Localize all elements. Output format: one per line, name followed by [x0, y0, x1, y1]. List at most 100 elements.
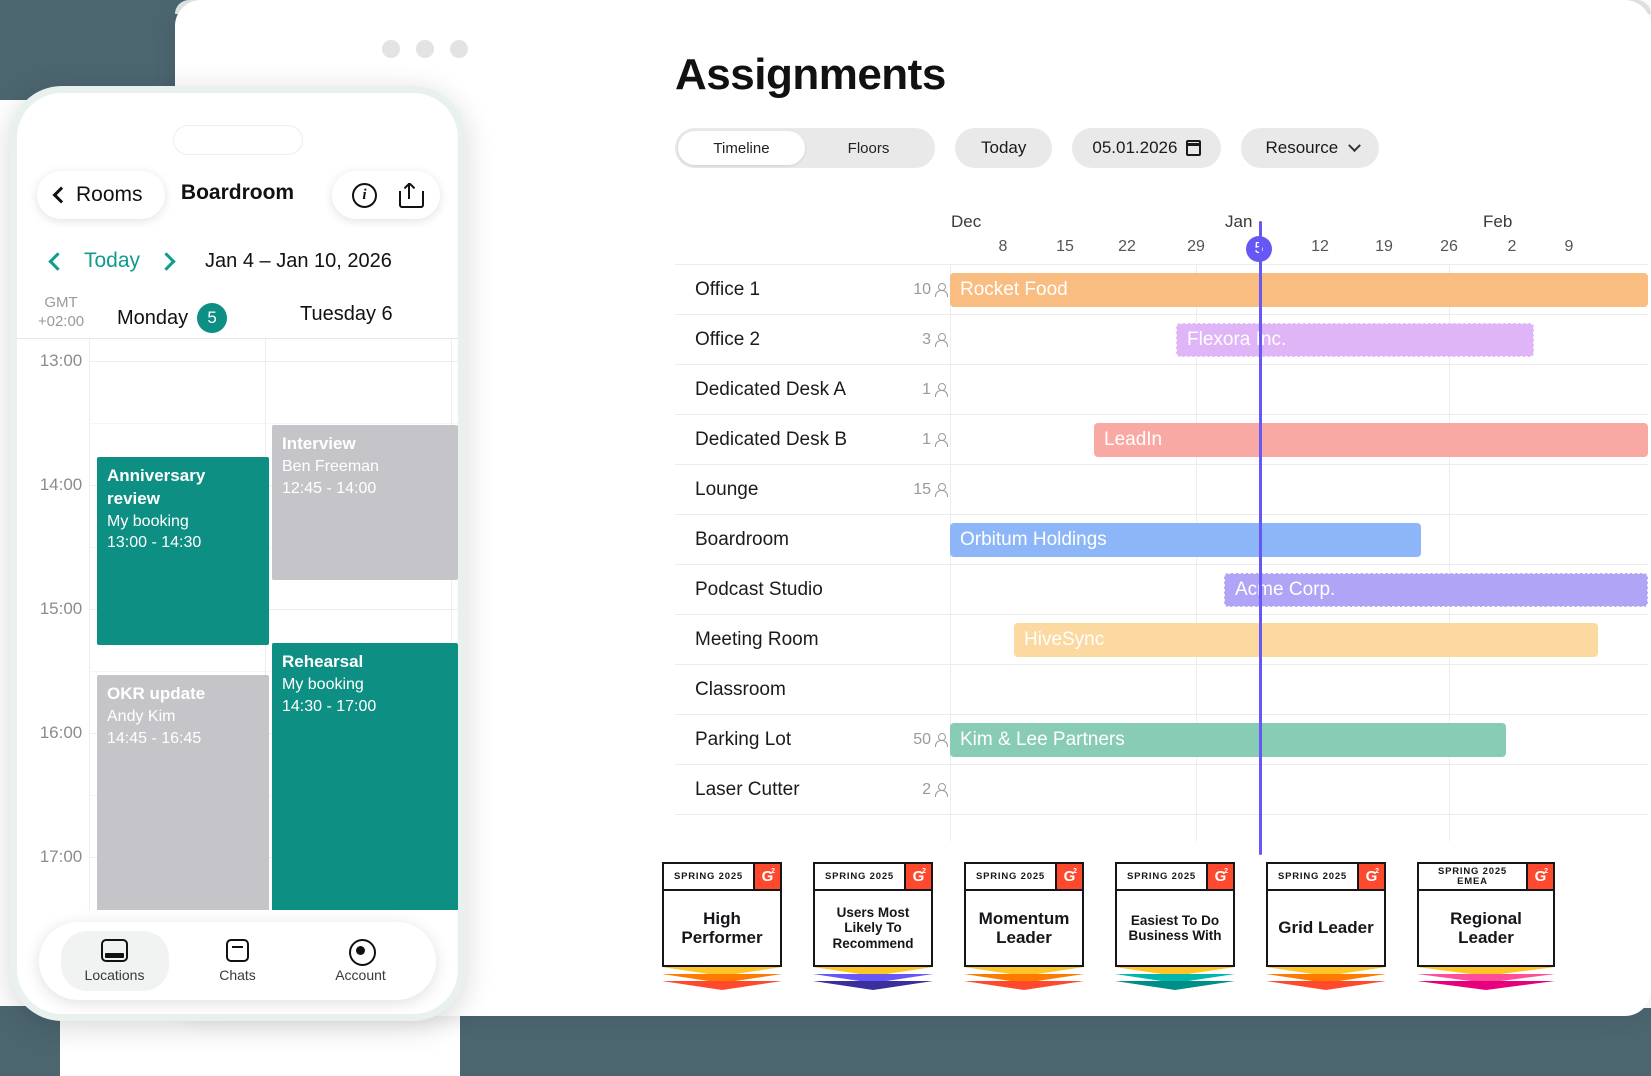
calendar-hour-label: 13:00: [39, 351, 83, 370]
calendar-event[interactable]: Interview Ben Freeman 12:45 - 14:00: [272, 425, 458, 580]
backdrop-panel-top-left: [0, 0, 196, 100]
calendar-event[interactable]: Anniversary review My booking 13:00 - 14:3…: [97, 457, 269, 645]
resource-name: Classroom: [695, 678, 786, 700]
view-mode-segmented-control[interactable]: Timeline Floors: [675, 128, 935, 168]
timeline-row[interactable]: Laser Cutter 2: [675, 765, 1648, 815]
today-button[interactable]: Today: [955, 128, 1053, 168]
g2-logo-letter: G: [761, 868, 774, 885]
today-link[interactable]: Today: [84, 249, 141, 272]
calendar-hour-label: 17:00: [39, 847, 83, 866]
window-minimize-dot[interactable]: [416, 40, 434, 58]
event-subject: Andy Kim: [107, 707, 176, 725]
event-title: Rehearsal: [282, 652, 364, 671]
person-icon: [934, 432, 948, 447]
g2-badge-header: SPRING 2025 EMEA G 2: [1419, 864, 1553, 891]
tab-floors[interactable]: Floors: [847, 139, 890, 157]
timeline-header: DecJanFeb8152229512192629: [675, 212, 1648, 264]
timeline-booking-bar[interactable]: Kim & Lee Partners: [950, 723, 1506, 757]
calendar-hour-line: [89, 609, 458, 610]
tab-timeline[interactable]: Timeline: [678, 131, 805, 165]
timeline-booking-bar[interactable]: HiveSync: [1014, 623, 1598, 657]
g2-badge: SPRING 2025 EMEA G 2 Regional Leader: [1417, 862, 1555, 993]
timeline-month-label: Feb: [1483, 212, 1513, 231]
g2-badge: SPRING 2025 G 2 Grid Leader: [1266, 862, 1386, 993]
tab-account[interactable]: Account: [307, 931, 415, 991]
g2-badge-ribbon: [1115, 967, 1235, 993]
g2-badge: SPRING 2025 G 2 Easiest To Do Business With: [1115, 862, 1235, 993]
timezone-label: GMT +02:00: [37, 294, 85, 330]
g2-badge-ribbon: [1417, 967, 1555, 993]
timeline-booking-bar[interactable]: Acme Corp.: [1224, 573, 1648, 607]
timeline-row[interactable]: Dedicated Desk A 1: [675, 365, 1648, 415]
g2-badge-header: SPRING 2025 G 2: [664, 864, 780, 891]
group-by-dropdown[interactable]: Resource: [1241, 128, 1380, 168]
timeline-row[interactable]: Parking Lot 50 Kim & Lee Partners: [675, 715, 1648, 765]
timeline-booking-bar[interactable]: Orbitum Holdings: [950, 523, 1421, 557]
timeline-booking-bar[interactable]: LeadIn: [1094, 423, 1648, 457]
timeline-day-label: 29: [1187, 238, 1205, 255]
phone-calendar: GMT +02:00 Monday 5 Tuesday 6 13:00 14:00…: [17, 291, 458, 910]
calendar-event[interactable]: OKR update Andy Kim 14:45 - 16:45: [97, 675, 269, 910]
timeline-row[interactable]: Office 2 3 Flexora Inc.: [675, 315, 1648, 365]
timeline-day-label: 15: [1056, 238, 1074, 255]
g2-badge-box: SPRING 2025 EMEA G 2 Regional Leader: [1417, 862, 1555, 967]
back-to-rooms-button[interactable]: Rooms: [37, 171, 165, 219]
g2-badge-header: SPRING 2025 G 2: [1268, 864, 1384, 891]
page-title: Assignments: [675, 50, 946, 99]
g2-badge: SPRING 2025 G 2 Users Most Likely To Recomm…: [813, 862, 933, 993]
next-week-icon[interactable]: [157, 251, 176, 271]
calendar-event[interactable]: Rehearsal My booking 14:30 - 17:00: [272, 643, 458, 910]
calendar-day-header: GMT +02:00 Monday 5 Tuesday 6: [17, 291, 458, 339]
window-close-dot[interactable]: [382, 40, 400, 58]
g2-logo-letter: G: [1365, 868, 1378, 885]
tab-chats[interactable]: Chats: [184, 931, 292, 991]
calendar-icon: [1186, 140, 1202, 156]
resource-capacity: 3: [875, 331, 948, 349]
group-by-label: Resource: [1265, 138, 1339, 157]
resource-name: Dedicated Desk A: [695, 378, 847, 400]
calendar-hour-label: 14:00: [39, 475, 83, 494]
day-column-header-monday[interactable]: Monday 5: [117, 303, 228, 333]
timeline-booking-bar[interactable]: Flexora Inc.: [1176, 323, 1534, 357]
timeline-booking-bar[interactable]: Rocket Food: [950, 273, 1648, 307]
day-column-header-tuesday[interactable]: Tuesday 6: [300, 303, 393, 325]
toolbar: Timeline Floors Today 05.01.2026 Resourc…: [675, 128, 1380, 168]
phone-mockup: Rooms Boardroom i Today Jan 4 – Jan 10, …: [10, 86, 465, 1021]
resource-name: Laser Cutter: [695, 778, 800, 800]
timeline-row[interactable]: Meeting Room HiveSync: [675, 615, 1648, 665]
info-icon[interactable]: i: [352, 182, 377, 208]
tab-locations[interactable]: Locations: [60, 931, 169, 991]
phone-date-navigation: Today Jan 4 – Jan 10, 2026: [17, 241, 458, 281]
prev-week-icon[interactable]: [48, 251, 67, 271]
timeline-row[interactable]: Classroom: [675, 665, 1648, 715]
timeline-day-label: 8: [998, 238, 1008, 255]
capacity-value: 10: [913, 280, 931, 298]
share-icon[interactable]: [399, 182, 424, 208]
date-picker[interactable]: 05.01.2026: [1072, 128, 1222, 168]
person-icon: [934, 782, 948, 797]
timeline: DecJanFeb8152229512192629 Office 110Rock…: [675, 212, 1648, 855]
timeline-row[interactable]: Podcast Studio Acme Corp.: [675, 565, 1648, 615]
selected-day-badge: 5: [197, 303, 228, 333]
calendar-body: 13:00 14:00 15:00 16:00 17:00 Anniversary rev…: [17, 339, 458, 910]
g2-logo-superscript: 2: [1073, 868, 1077, 875]
window-controls: [382, 40, 468, 58]
g2-badge-box: SPRING 2025 G 2 High Performer: [662, 862, 782, 967]
timeline-row[interactable]: Dedicated Desk B 1 LeadIn: [675, 415, 1648, 465]
g2-season-line: SPRING 2025: [1438, 865, 1507, 877]
calendar-hour-label: 15:00: [39, 599, 83, 618]
timeline-row[interactable]: Lounge 15: [675, 465, 1648, 515]
g2-badge-header: SPRING 2025 G 2: [1117, 864, 1233, 891]
window-maximize-dot[interactable]: [450, 40, 468, 58]
timeline-row[interactable]: Office 1 10 Rocket Food: [675, 265, 1648, 315]
tab-label: Locations: [84, 967, 145, 983]
g2-badge-ribbon: [1266, 967, 1386, 993]
resource-name: Meeting Room: [695, 628, 819, 650]
g2-badge-ribbon: [662, 967, 782, 993]
event-title: OKR update: [107, 684, 206, 703]
event-subject: Ben Freeman: [282, 457, 379, 475]
capacity-value: 15: [913, 480, 931, 498]
timeline-row[interactable]: Boardroom Orbitum Holdings: [675, 515, 1648, 565]
chevron-down-icon: [1348, 138, 1362, 152]
